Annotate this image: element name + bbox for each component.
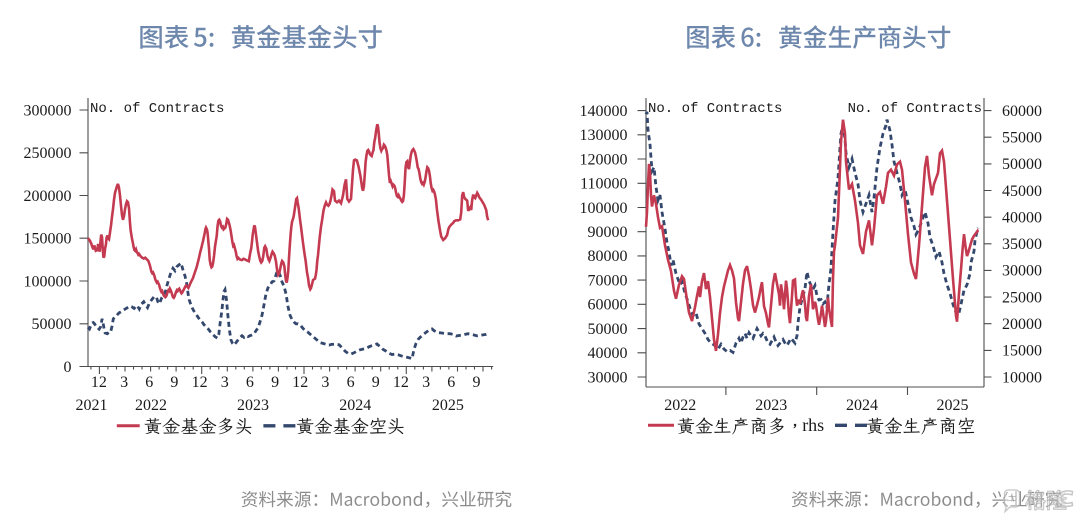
svg-text:3: 3 xyxy=(120,374,128,391)
svg-text:140000: 140000 xyxy=(580,103,628,120)
svg-text:30000: 30000 xyxy=(1002,263,1042,280)
svg-text:120000: 120000 xyxy=(580,151,628,168)
svg-text:6: 6 xyxy=(246,374,254,391)
svg-text:12: 12 xyxy=(393,374,409,391)
svg-text:2024: 2024 xyxy=(339,397,371,414)
svg-text:200000: 200000 xyxy=(24,188,72,205)
svg-text:12: 12 xyxy=(91,374,107,391)
svg-text:0: 0 xyxy=(64,359,72,376)
svg-text:110000: 110000 xyxy=(580,176,627,193)
svg-text:2025: 2025 xyxy=(432,397,464,414)
svg-text:40000: 40000 xyxy=(1002,210,1042,227)
svg-text:150000: 150000 xyxy=(24,231,72,248)
svg-text:9: 9 xyxy=(271,374,279,391)
svg-text:3: 3 xyxy=(422,374,430,391)
svg-text:12: 12 xyxy=(292,374,308,391)
svg-text:6: 6 xyxy=(447,374,455,391)
svg-text:2022: 2022 xyxy=(135,397,167,414)
svg-text:60000: 60000 xyxy=(1002,103,1042,120)
svg-text:45000: 45000 xyxy=(1002,183,1042,200)
svg-text:No. of Contracts: No. of Contracts xyxy=(90,101,224,117)
svg-text:2023: 2023 xyxy=(237,397,269,414)
svg-text:12: 12 xyxy=(192,374,208,391)
svg-text:9: 9 xyxy=(372,374,380,391)
svg-text:40000: 40000 xyxy=(588,345,628,362)
svg-text:2022: 2022 xyxy=(664,397,696,414)
svg-text:30000: 30000 xyxy=(588,369,628,386)
svg-text:2024: 2024 xyxy=(846,397,878,414)
svg-text:No. of Contracts: No. of Contracts xyxy=(648,101,782,117)
svg-text:55000: 55000 xyxy=(1002,130,1042,147)
svg-text:9: 9 xyxy=(170,374,178,391)
svg-text:6: 6 xyxy=(145,374,153,391)
svg-text:50000: 50000 xyxy=(32,316,72,333)
svg-text:No. of Contracts: No. of Contracts xyxy=(848,101,982,117)
svg-text:2025: 2025 xyxy=(937,397,969,414)
svg-text:50000: 50000 xyxy=(1002,156,1042,173)
svg-text:130000: 130000 xyxy=(580,127,628,144)
svg-text:2021: 2021 xyxy=(76,397,108,414)
svg-text:80000: 80000 xyxy=(588,248,628,265)
svg-text:90000: 90000 xyxy=(588,224,628,241)
svg-text:9: 9 xyxy=(473,374,481,391)
svg-text:100000: 100000 xyxy=(580,200,628,217)
svg-text:rhs: rhs xyxy=(802,415,824,435)
svg-text:10000: 10000 xyxy=(1002,369,1042,386)
svg-text:100000: 100000 xyxy=(24,273,72,290)
svg-text:250000: 250000 xyxy=(24,145,72,162)
svg-text:2023: 2023 xyxy=(755,397,787,414)
svg-text:60000: 60000 xyxy=(588,297,628,314)
svg-text:3: 3 xyxy=(321,374,329,391)
svg-text:50000: 50000 xyxy=(588,321,628,338)
svg-text:300000: 300000 xyxy=(24,102,72,119)
svg-text:6: 6 xyxy=(347,374,355,391)
svg-text:25000: 25000 xyxy=(1002,289,1042,306)
svg-text:15000: 15000 xyxy=(1002,343,1042,360)
svg-text:20000: 20000 xyxy=(1002,316,1042,333)
svg-text:35000: 35000 xyxy=(1002,236,1042,253)
svg-text:3: 3 xyxy=(221,374,229,391)
svg-text:70000: 70000 xyxy=(588,272,628,289)
